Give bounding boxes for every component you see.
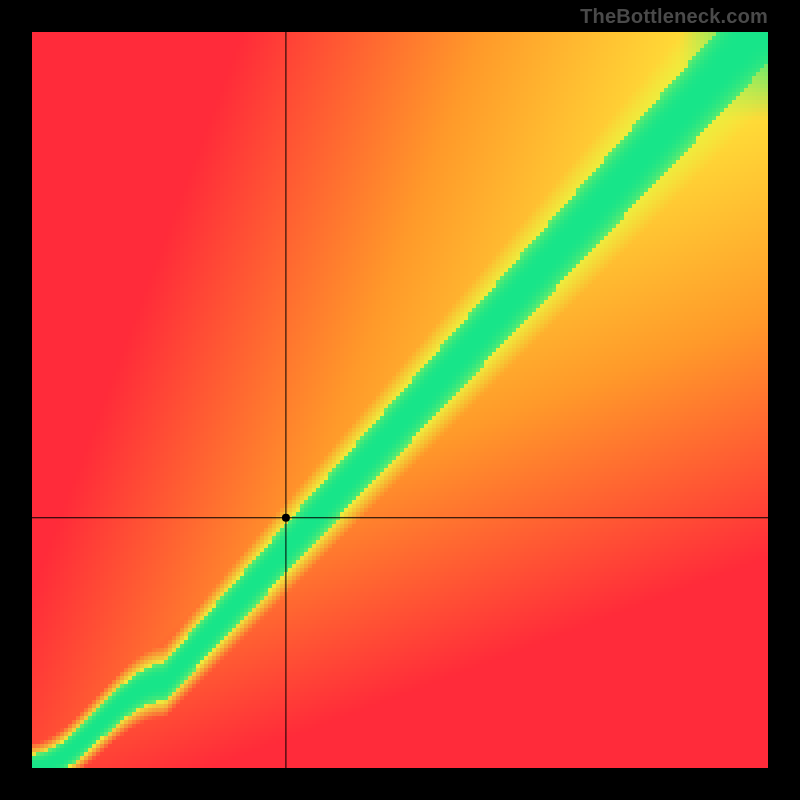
watermark-text: TheBottleneck.com xyxy=(580,6,768,29)
heatmap-chart xyxy=(32,32,768,768)
heatmap-canvas xyxy=(32,32,768,768)
